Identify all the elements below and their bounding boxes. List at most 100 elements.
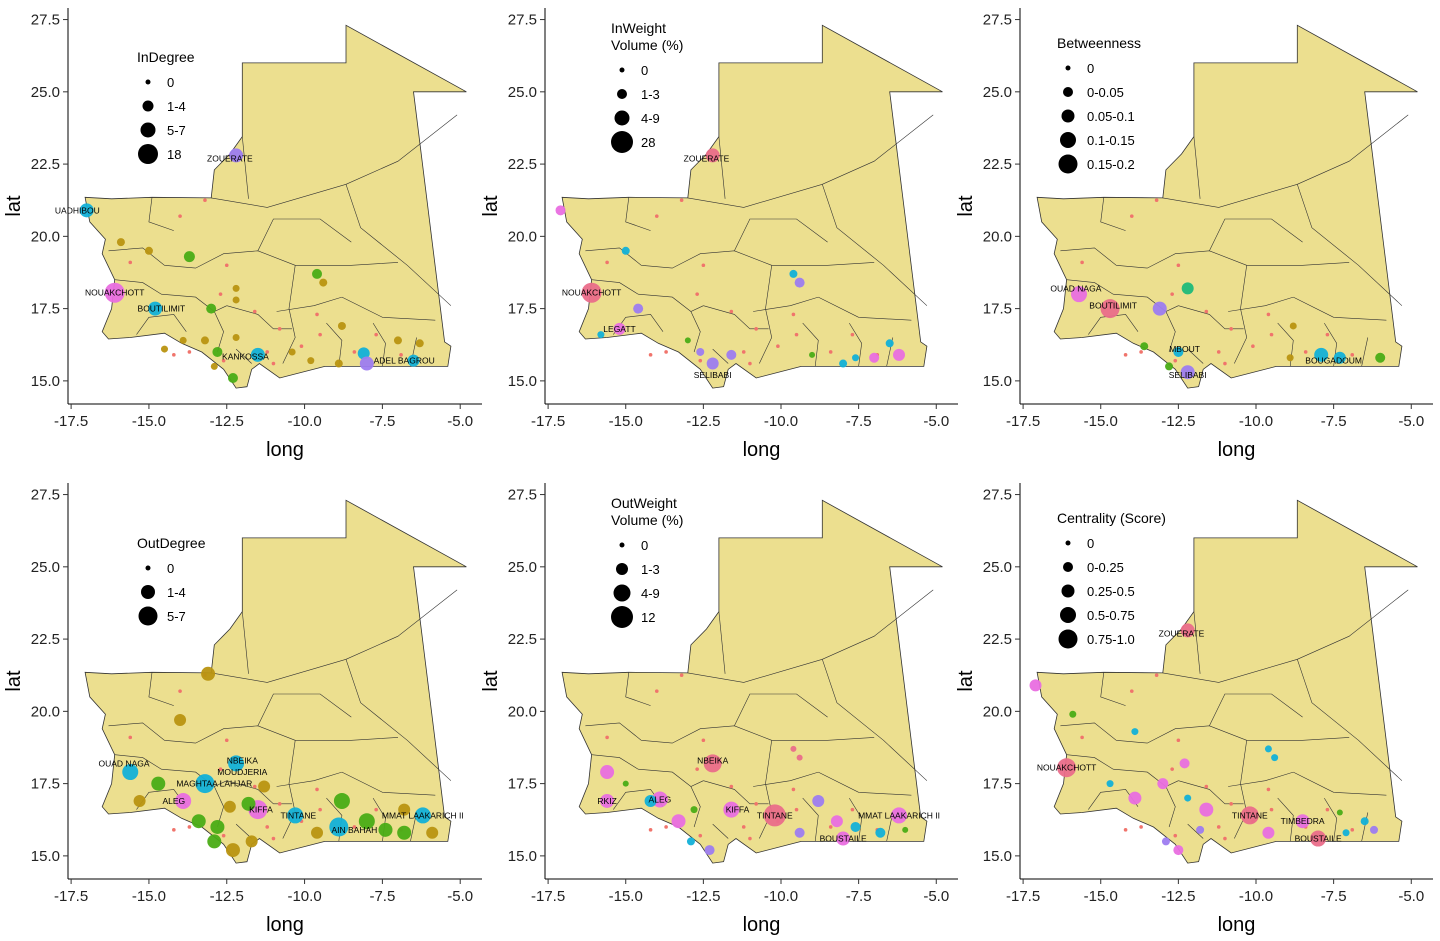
x-tick-label: -10.0 (1239, 888, 1273, 905)
location-marker (207, 834, 222, 849)
region-border (257, 693, 352, 726)
location-marker (1100, 299, 1120, 319)
y-tick-label: 27.5 (508, 487, 537, 504)
location-marker (790, 745, 797, 752)
region-border (226, 305, 293, 330)
minor-marker (654, 689, 659, 693)
x-tick-label: -12.5 (210, 888, 244, 905)
place-label: ALEG (162, 796, 185, 806)
region-border (1293, 296, 1387, 321)
region-border (690, 786, 701, 828)
region-border (734, 218, 828, 251)
region-border (802, 322, 819, 367)
legend-label: 0.15-0.2 (1087, 157, 1135, 172)
x-axis-title: long (743, 914, 781, 936)
region-border (591, 754, 704, 787)
minor-marker (221, 358, 226, 363)
place-label: MAGHTAA LAHJAR (176, 779, 252, 789)
region-border (372, 322, 386, 367)
location-marker (174, 714, 187, 727)
minor-marker (187, 350, 192, 354)
minor-marker (172, 353, 176, 357)
legend-label: 0.5-0.75 (1087, 608, 1135, 623)
minor-marker (654, 214, 659, 218)
place-label: ZOUERATE (1159, 628, 1205, 638)
legend-label: 0-0.25 (1087, 560, 1124, 575)
location-marker (426, 826, 439, 839)
region-border (753, 771, 819, 787)
y-tick-label: 22.5 (31, 631, 60, 648)
legend-key (140, 122, 156, 138)
region-border (1246, 262, 1350, 266)
location-marker (671, 814, 686, 829)
place-label: KANKOSSA (222, 351, 269, 361)
minor-marker (374, 807, 378, 812)
minor-marker (698, 358, 703, 363)
location-marker (1180, 623, 1195, 638)
minor-marker (729, 309, 734, 314)
region-border (690, 311, 701, 353)
location-marker (210, 819, 225, 834)
region-border (1178, 305, 1244, 330)
region-border (703, 305, 769, 330)
minor-marker (695, 767, 699, 771)
place-label: ADEL BAGROU (374, 356, 435, 366)
minor-marker (664, 350, 668, 354)
country-region (84, 24, 467, 389)
y-tick-label: 27.5 (983, 12, 1012, 29)
y-tick-label: 15.0 (31, 373, 60, 390)
location-marker (407, 354, 420, 367)
minor-marker (1080, 260, 1084, 265)
minor-marker (1223, 361, 1227, 366)
region-border (802, 797, 819, 842)
minor-marker (648, 353, 653, 357)
place-label: BOUTILIMIT (138, 304, 186, 314)
legend-key (617, 89, 627, 99)
place-label: TIMBEDRA (1281, 816, 1325, 826)
y-tick-label: 17.5 (31, 301, 60, 318)
minor-marker (218, 292, 223, 296)
region-border (1209, 218, 1303, 251)
minor-marker (664, 825, 668, 829)
place-label: NBEIKA (697, 755, 729, 765)
minor-marker (605, 735, 609, 740)
location-marker (893, 348, 905, 361)
location-marker (307, 357, 315, 365)
region-border (734, 693, 828, 726)
legend-label: 0-0.05 (1087, 85, 1124, 100)
y-tick-label: 25.0 (508, 559, 537, 576)
minor-marker (1170, 292, 1174, 296)
minor-marker (695, 292, 699, 296)
location-marker (398, 803, 411, 816)
location-marker (334, 359, 343, 368)
region-border (759, 265, 773, 364)
location-marker (1375, 352, 1386, 363)
legend-title: Centrality (Score) (1057, 510, 1166, 526)
legend-key (1061, 584, 1075, 598)
y-axis-title: lat (3, 195, 25, 217)
location-marker (686, 837, 695, 846)
y-tick-label: 22.5 (983, 631, 1012, 648)
location-marker (1286, 354, 1294, 362)
location-marker (1342, 829, 1350, 837)
legend-label: 5-7 (167, 609, 186, 624)
legend-title: Volume (%) (611, 37, 683, 53)
y-tick-label: 22.5 (983, 156, 1012, 173)
place-label: OUAD NAGA (1050, 283, 1101, 293)
location-marker (414, 807, 431, 824)
minor-marker (1139, 350, 1143, 354)
y-tick-label: 17.5 (508, 301, 537, 318)
region-border (771, 262, 875, 266)
x-tick-label: -10.0 (287, 888, 321, 905)
minor-marker (1173, 358, 1178, 363)
region-border (1193, 136, 1201, 199)
place-label: ZOUERATE (207, 153, 253, 163)
place-label: MMAT LAAKARICH II (382, 810, 464, 820)
region-border (136, 314, 187, 335)
y-tick-label: 25.0 (31, 559, 60, 576)
place-label: SELIBABI (1169, 370, 1207, 380)
location-marker (1184, 794, 1192, 802)
minor-marker (776, 344, 780, 348)
minor-marker (1080, 735, 1084, 740)
